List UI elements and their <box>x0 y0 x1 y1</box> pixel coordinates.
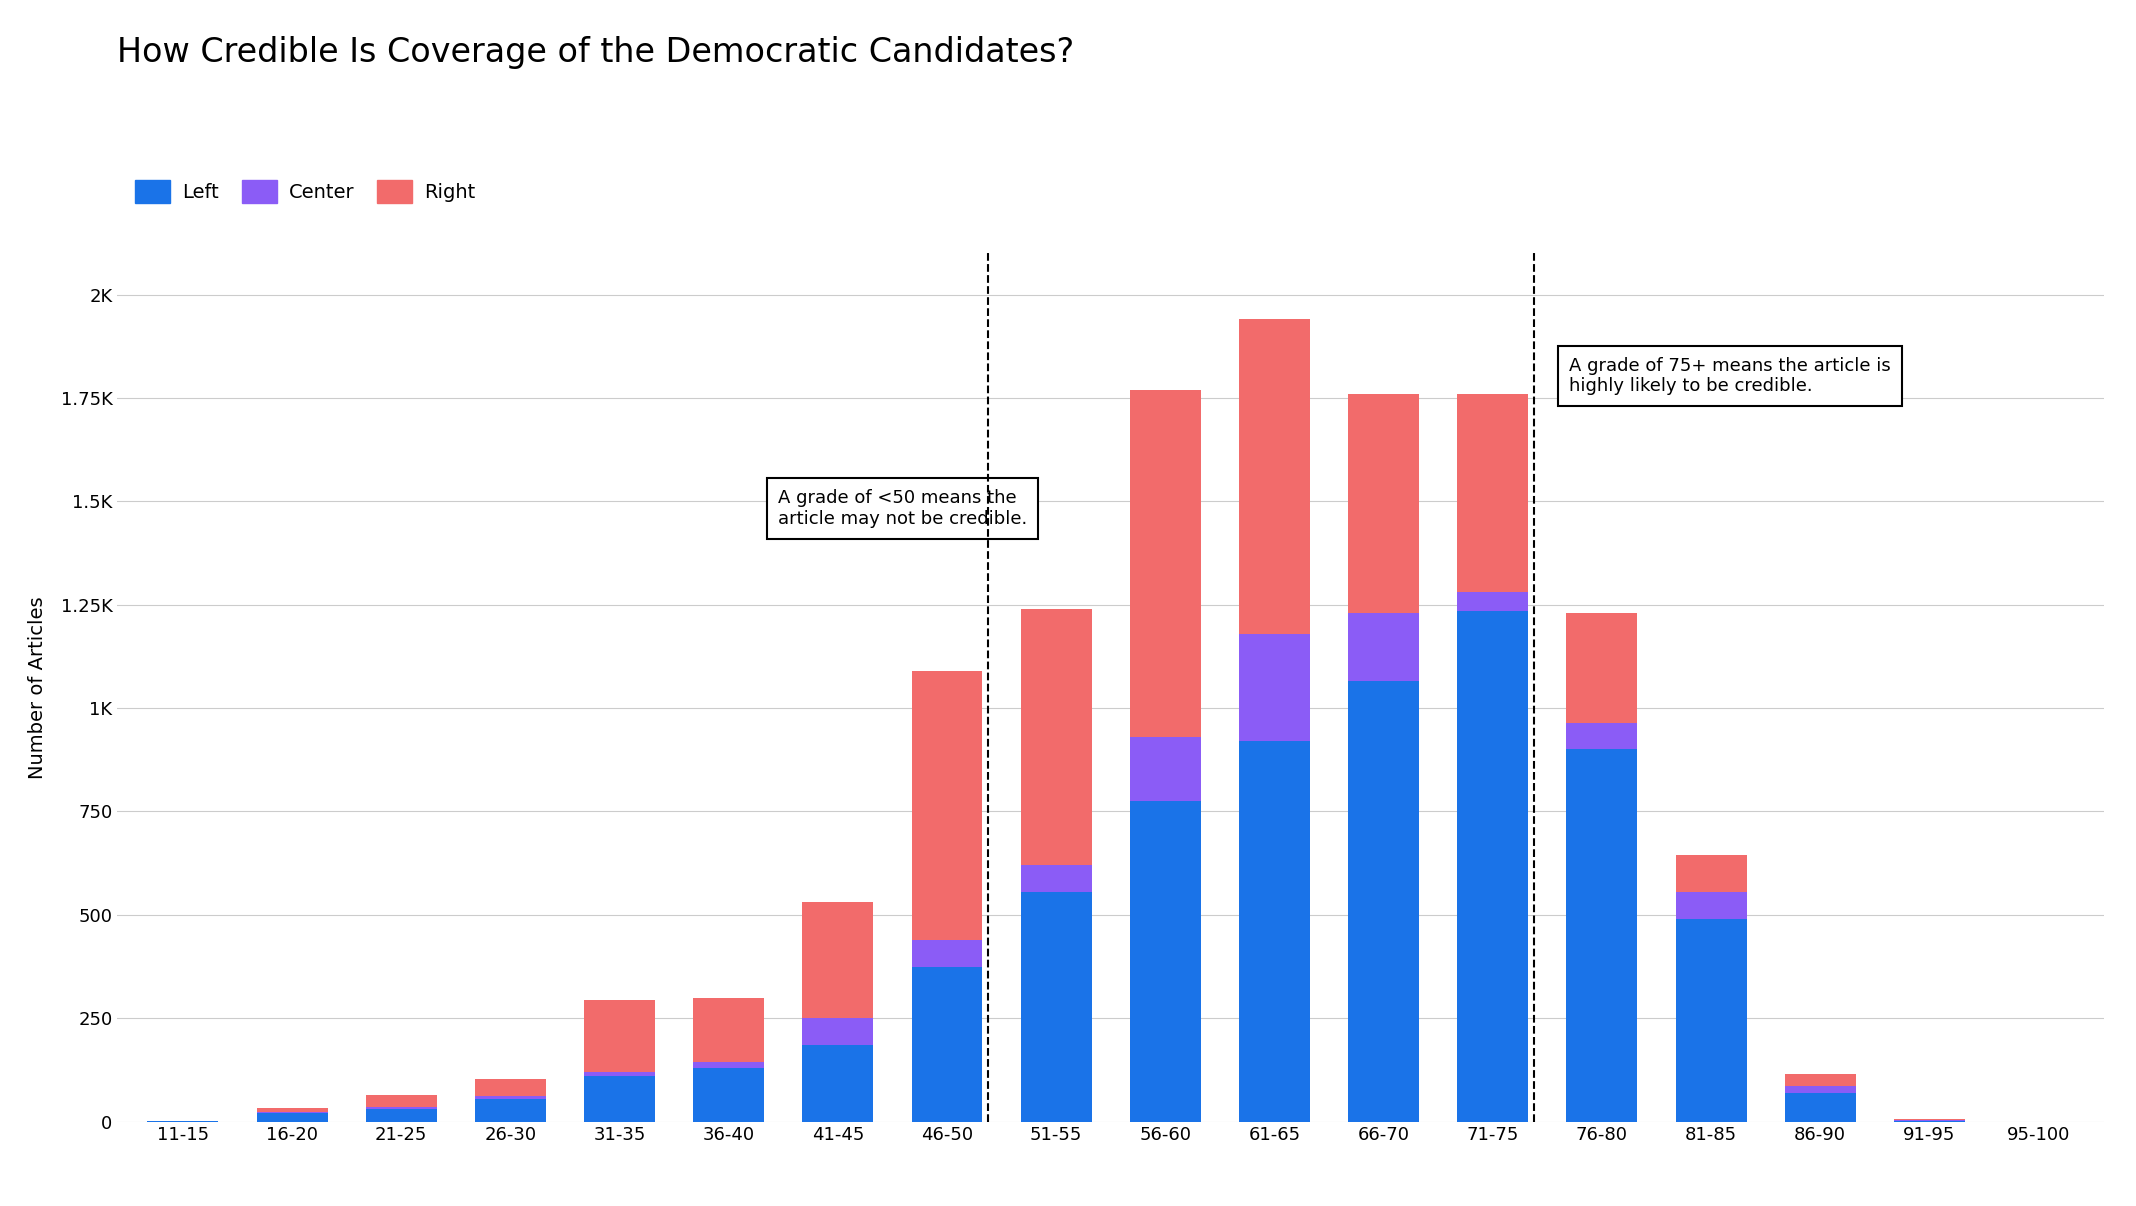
Bar <box>1130 737 1200 801</box>
Bar <box>474 1095 547 1099</box>
Bar <box>256 1108 327 1112</box>
Bar <box>912 939 983 966</box>
Bar <box>365 1095 436 1107</box>
Bar <box>1348 681 1418 1122</box>
Bar <box>1675 919 1747 1122</box>
Bar <box>694 1067 765 1122</box>
Text: How Credible Is Coverage of the Democratic Candidates?: How Credible Is Coverage of the Democrat… <box>117 36 1074 69</box>
Bar <box>1566 722 1638 749</box>
Bar <box>1675 855 1747 892</box>
Bar <box>1457 394 1527 592</box>
Bar <box>583 1072 656 1076</box>
Bar <box>1021 865 1091 892</box>
Bar <box>803 902 874 1018</box>
Bar <box>1239 320 1309 633</box>
Legend: Left, Center, Right: Left, Center, Right <box>128 172 483 211</box>
Bar <box>1786 1075 1856 1087</box>
Bar <box>1457 611 1527 1122</box>
Bar <box>1566 749 1638 1122</box>
Bar <box>912 966 983 1122</box>
Bar <box>1130 390 1200 737</box>
Bar <box>583 1076 656 1122</box>
Bar <box>1566 613 1638 722</box>
Bar <box>1021 892 1091 1122</box>
Bar <box>256 1113 327 1122</box>
Bar <box>474 1099 547 1122</box>
Bar <box>1675 892 1747 919</box>
Bar <box>583 1000 656 1072</box>
Bar <box>1130 801 1200 1122</box>
Bar <box>365 1107 436 1110</box>
Bar <box>1239 742 1309 1122</box>
Bar <box>1457 592 1527 611</box>
Bar <box>803 1046 874 1122</box>
Bar <box>1239 633 1309 742</box>
Bar <box>1786 1087 1856 1093</box>
Bar <box>1021 609 1091 865</box>
Bar <box>1895 1119 1965 1120</box>
Bar <box>1786 1093 1856 1122</box>
Bar <box>474 1079 547 1095</box>
Y-axis label: Number of Articles: Number of Articles <box>28 596 47 779</box>
Bar <box>1348 394 1418 613</box>
Bar <box>803 1018 874 1046</box>
Bar <box>694 1061 765 1067</box>
Bar <box>694 997 765 1061</box>
Bar <box>912 671 983 939</box>
Text: A grade of 75+ means the article is
highly likely to be credible.: A grade of 75+ means the article is high… <box>1570 357 1890 396</box>
Text: A grade of <50 means the
article may not be credible.: A grade of <50 means the article may not… <box>778 488 1027 528</box>
Bar <box>365 1110 436 1122</box>
Bar <box>1348 613 1418 681</box>
